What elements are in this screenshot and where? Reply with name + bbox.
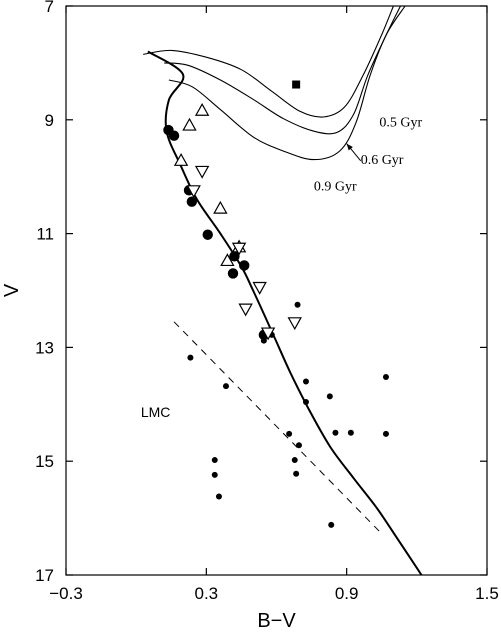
x-axis-title: B−V (257, 610, 296, 632)
filled-circle-small-point-15 (382, 373, 389, 380)
x-tick-label-3: 0.9 (335, 584, 359, 603)
plot-frame (65, 5, 488, 576)
isochrone-label-0-6-gyr: 0.6 Gyr (361, 153, 404, 168)
y-tick-label-5: 15 (35, 452, 54, 471)
y-tick-label-1: 7 (45, 0, 54, 16)
open-triangle-down-point-6 (260, 327, 276, 341)
filled-circle-small-point-2 (222, 383, 229, 390)
dashed-reference-line (173, 321, 381, 533)
filled-circle-small-point-11 (293, 470, 300, 477)
y-tick-label-3: 11 (36, 225, 54, 244)
isochrone-group (143, 6, 423, 575)
filled-circle-small-point-14 (347, 429, 354, 436)
filled-circle-large-point-8 (227, 268, 239, 279)
axis-ticks-group: −0.3 0.3 0.9 1.5 7 9 11 13 15 17 (35, 0, 499, 603)
filled-circle-small-point-3 (260, 337, 267, 344)
filled-circle-large-point-2 (168, 130, 180, 141)
filled-circle-small-point-18 (211, 471, 218, 478)
isochrone-line-2 (164, 6, 401, 135)
y-tick-label-2: 9 (45, 111, 54, 130)
filled-circle-large-point-6 (229, 251, 240, 262)
open-triangle-up-point-4 (213, 200, 228, 214)
open-triangle-down-point-4 (252, 281, 267, 295)
filled-circle-small-point-13 (332, 429, 339, 436)
filled-circle-small-point-9 (295, 442, 302, 449)
open-triangle-up-point-1 (194, 102, 210, 116)
arrow-head (346, 143, 353, 151)
filled-circle-small-point-19 (215, 493, 222, 500)
open-triangle-down-point-2 (186, 185, 201, 199)
isochrone-line-3 (168, 6, 406, 161)
x-tick-label-1: −0.3 (49, 584, 83, 603)
open-triangle-up-point-2 (182, 117, 197, 131)
isochrone-label-0-5-gyr: 0.5 Gyr (379, 116, 422, 131)
annotations-group: 0.5 Gyr 0.6 Gyr 0.9 Gyr LMC (141, 116, 423, 420)
open-triangle-down-point-3 (231, 242, 247, 256)
filled-circle-small-point-12 (326, 393, 333, 400)
filled-circle-small-point-7 (302, 399, 309, 406)
filled-circle-small-point-16 (382, 430, 389, 437)
y-tick-label-6: 17 (35, 566, 54, 585)
filled-circle-large-point-5 (202, 229, 213, 240)
open-triangle-down-point-5 (238, 303, 253, 317)
y-axis-title: V (1, 283, 23, 297)
x-tick-label-4: 1.5 (475, 584, 499, 603)
filled-circle-small-point-1 (187, 354, 194, 361)
filled-square-point-1 (292, 80, 301, 89)
filled-circle-small-point-10 (291, 457, 298, 464)
lmc-label: LMC (141, 404, 171, 420)
isochrone-label-0-9-gyr: 0.9 Gyr (314, 179, 357, 194)
filled-circle-small-point-5 (294, 301, 301, 308)
data-points-group (163, 80, 389, 528)
open-triangle-up-point-6 (220, 253, 235, 267)
isochrone-line-1 (143, 6, 394, 118)
filled-circle-small-point-8 (286, 430, 293, 437)
filled-circle-small-point-20 (328, 521, 335, 528)
main-sequence-line (147, 50, 423, 575)
filled-circle-small-point-17 (211, 457, 218, 464)
open-triangle-down-point-1 (194, 165, 210, 179)
x-tick-label-2: 0.3 (195, 584, 219, 603)
filled-circle-small-point-6 (302, 378, 309, 385)
filled-circle-large-point-4 (186, 196, 198, 207)
y-tick-label-4: 13 (35, 338, 54, 357)
filled-circle-large-point-7 (239, 260, 250, 271)
open-triangle-down-point-7 (287, 317, 302, 331)
open-triangle-up-point-3 (173, 153, 189, 166)
